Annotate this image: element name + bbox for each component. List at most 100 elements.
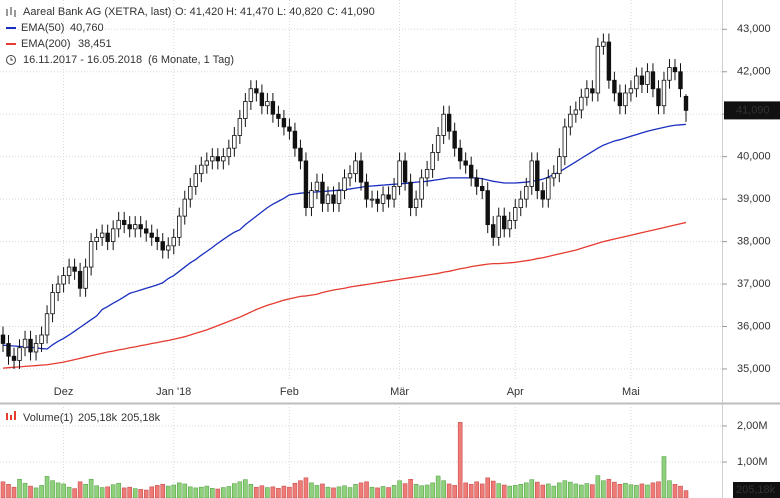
volume-bar — [639, 483, 645, 498]
candle-body — [292, 130, 298, 149]
volume-bar — [529, 479, 535, 498]
candle-body — [375, 198, 380, 204]
volume-bar — [314, 485, 320, 498]
legend-value: 40,760 — [70, 22, 104, 34]
volume-bar — [210, 487, 215, 498]
candle-body — [281, 118, 287, 128]
volume-bar — [270, 486, 276, 498]
volume-bar — [276, 487, 281, 498]
candle-body — [17, 347, 22, 361]
candle-body — [502, 215, 507, 230]
volume-bar — [116, 482, 121, 498]
candle-body — [331, 194, 336, 204]
volume-bar — [623, 482, 628, 498]
candle-body — [491, 224, 496, 238]
volume-bar — [66, 486, 72, 498]
candle-body — [353, 160, 358, 175]
volume-bar — [391, 485, 397, 498]
candle-body — [121, 219, 127, 226]
volume-bar — [485, 477, 491, 498]
candle-body — [276, 113, 281, 119]
candle-body — [11, 355, 17, 361]
candle-body — [193, 173, 198, 187]
y-tick-label: 42,000 — [737, 66, 771, 78]
candle-body — [430, 152, 435, 170]
volume-bar — [369, 486, 375, 498]
volume-bar — [28, 485, 33, 498]
volume-bar — [232, 483, 237, 498]
volume-bar — [579, 484, 584, 498]
volume-bar — [557, 482, 562, 498]
volume-bar — [61, 483, 66, 498]
candle-body — [540, 190, 545, 200]
volume-label: 205,18k — [121, 412, 161, 424]
candle-body — [683, 95, 689, 111]
volume-bar — [501, 484, 507, 498]
volume-bar — [380, 486, 386, 498]
y-tick-label: 35,000 — [737, 363, 771, 375]
candle-body — [44, 313, 50, 336]
volume-bar — [143, 489, 149, 498]
volume-bar — [645, 484, 650, 498]
candle-body — [77, 270, 83, 289]
candle-body — [243, 101, 248, 119]
volume-bar — [551, 485, 557, 498]
icon-circle — [6, 55, 16, 65]
volume-bar — [512, 485, 518, 498]
icon-hand — [10, 57, 13, 61]
candle-body — [149, 232, 154, 238]
volume-bar — [110, 484, 116, 498]
candle-body — [485, 190, 490, 226]
candle-body — [579, 96, 584, 111]
candle-body — [424, 169, 430, 179]
volume-bar — [612, 481, 617, 498]
volume-bar — [468, 484, 474, 498]
period: (6 Monate, 1 Tag) — [148, 54, 234, 66]
candle-body — [551, 173, 557, 179]
volume-bar — [353, 484, 358, 498]
y-tick-label: 38,000 — [737, 235, 771, 247]
volume-bar — [562, 480, 568, 498]
candle-body — [287, 126, 292, 132]
volume-bar — [165, 485, 171, 498]
legend-label: EMA(200) — [21, 38, 71, 50]
candle-body — [182, 198, 187, 217]
candle-body — [524, 185, 529, 200]
volume-bar — [617, 484, 623, 498]
volume-bar — [77, 481, 83, 498]
volume-bar — [325, 486, 331, 498]
candle-body — [105, 232, 110, 242]
candle-body — [441, 113, 446, 136]
x-tick-label: Mai — [622, 386, 640, 398]
candle-body — [55, 283, 61, 293]
last-volume-label: 205,18k — [736, 484, 776, 496]
y-tick-label: 39,000 — [737, 193, 771, 205]
candle-body — [237, 118, 243, 136]
candle-body — [606, 41, 612, 81]
volume-bar — [457, 422, 463, 498]
candle-body — [320, 181, 325, 204]
candle-body — [496, 215, 501, 238]
candle-body — [369, 198, 375, 201]
volume-bar — [193, 487, 199, 498]
volume-bar — [545, 483, 551, 498]
volume-bar — [149, 486, 155, 498]
candle-body — [364, 181, 369, 200]
candle-body — [628, 88, 634, 94]
candle-body — [116, 219, 121, 230]
candle-body — [22, 338, 28, 349]
volume-bar — [672, 484, 678, 498]
candle-body — [457, 147, 463, 162]
candle-body — [215, 156, 221, 162]
candle-body — [270, 101, 276, 115]
volume-bar — [221, 487, 226, 498]
volume-bar — [540, 484, 546, 498]
volume-bar — [656, 481, 661, 498]
volume-bar — [424, 484, 430, 498]
candle-body — [474, 177, 479, 187]
candle-body — [617, 92, 623, 107]
volume-bar — [336, 486, 342, 498]
volume-bar — [254, 486, 259, 498]
candle-body — [480, 185, 485, 192]
